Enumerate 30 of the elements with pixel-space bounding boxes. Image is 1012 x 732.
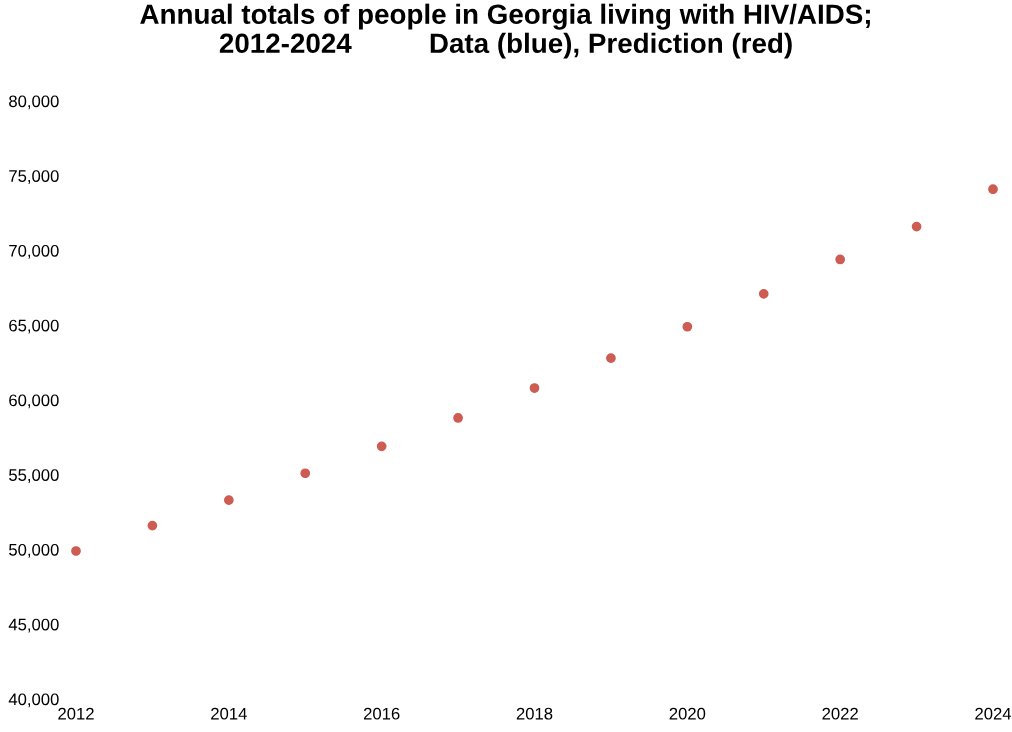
point bbox=[758, 288, 769, 299]
y-tick-label: 75,000 bbox=[9, 170, 59, 184]
chart-title: Annual totals of people in Georgia living with HIV/AIDS; 2012-2024 Data (blue), Prediction (red) bbox=[140, 3, 870, 59]
point bbox=[529, 383, 540, 393]
x-tick-label: 2014 bbox=[211, 707, 247, 720]
y-tick-label: 40,000 bbox=[8, 693, 59, 708]
point bbox=[71, 546, 81, 556]
point bbox=[376, 441, 387, 452]
y-tick-label: 45,000 bbox=[8, 618, 59, 633]
x-tick-label: 2016 bbox=[363, 707, 400, 720]
point bbox=[453, 413, 463, 423]
y-tick-label: 80,000 bbox=[9, 95, 59, 110]
x-tick-label: 2012 bbox=[58, 707, 94, 720]
point bbox=[911, 221, 922, 232]
point bbox=[606, 353, 616, 364]
x-tick-label: 2018 bbox=[516, 707, 553, 720]
x-tick-label: 2024 bbox=[975, 707, 1012, 720]
y-tick-label: 60,000 bbox=[9, 394, 59, 409]
point bbox=[988, 184, 998, 195]
point bbox=[835, 254, 846, 265]
y-tick-label: 70,000 bbox=[9, 244, 59, 259]
point bbox=[223, 495, 234, 506]
y-tick-label: 65,000 bbox=[9, 319, 59, 334]
y-tick-label: 50,000 bbox=[9, 543, 59, 558]
point bbox=[300, 468, 311, 479]
point bbox=[682, 321, 693, 332]
x-tick-label: 2022 bbox=[822, 707, 858, 720]
y-tick-label: 55,000 bbox=[9, 469, 59, 483]
x-tick-label: 2020 bbox=[669, 707, 706, 720]
point bbox=[147, 520, 158, 531]
